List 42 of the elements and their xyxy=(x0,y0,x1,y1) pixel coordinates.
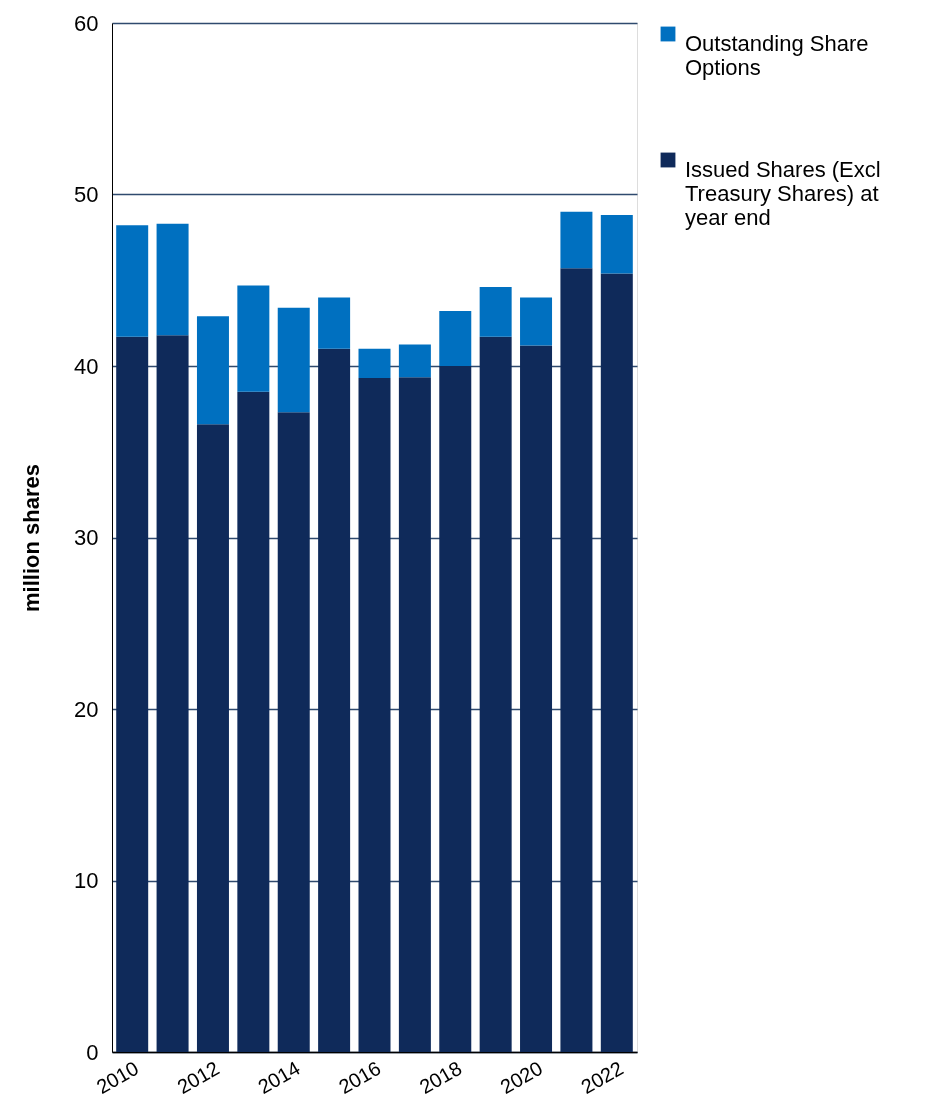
bar xyxy=(358,348,391,379)
x-tick-label: 2012 xyxy=(173,1056,223,1099)
y-tick-label: 50 xyxy=(74,182,99,207)
y-axis-title: million shares xyxy=(19,464,45,612)
bar xyxy=(600,215,633,274)
bar xyxy=(277,412,310,1052)
x-tick-label: 2022 xyxy=(577,1056,627,1099)
bar xyxy=(439,366,472,1052)
x-tick-label: 2016 xyxy=(334,1056,385,1099)
bar xyxy=(520,345,553,1052)
bar xyxy=(156,223,189,336)
bar xyxy=(560,211,593,269)
bar xyxy=(318,348,351,1052)
bar xyxy=(196,424,229,1052)
y-tick-label: 60 xyxy=(74,10,99,36)
bar xyxy=(600,273,633,1052)
bar xyxy=(479,287,512,337)
x-tick-label: 2014 xyxy=(254,1056,304,1099)
y-tick-label: 10 xyxy=(74,868,99,893)
y-tick-label: 30 xyxy=(74,525,99,550)
bar xyxy=(560,268,593,1052)
legend-label: Issued Shares (Excl Treasury Shares) at year end xyxy=(685,157,881,230)
legend-label: Outstanding Share Options xyxy=(685,31,869,80)
bar xyxy=(237,391,270,1052)
bar xyxy=(318,297,351,349)
y-tick-label: 0 xyxy=(86,1039,99,1065)
bar xyxy=(439,311,472,366)
bar xyxy=(277,307,310,413)
bar xyxy=(196,316,229,425)
x-tick-label: 2018 xyxy=(415,1056,466,1099)
bar xyxy=(398,377,431,1052)
y-tick-label: 20 xyxy=(74,696,99,722)
bar xyxy=(116,225,149,337)
bar xyxy=(116,336,149,1052)
bar xyxy=(237,285,270,392)
bar xyxy=(520,297,553,346)
bar xyxy=(358,378,391,1052)
bar xyxy=(156,335,189,1052)
y-tick-label: 40 xyxy=(74,353,99,379)
x-tick-label: 2020 xyxy=(496,1056,547,1099)
bar xyxy=(479,336,512,1052)
bar xyxy=(398,344,431,378)
